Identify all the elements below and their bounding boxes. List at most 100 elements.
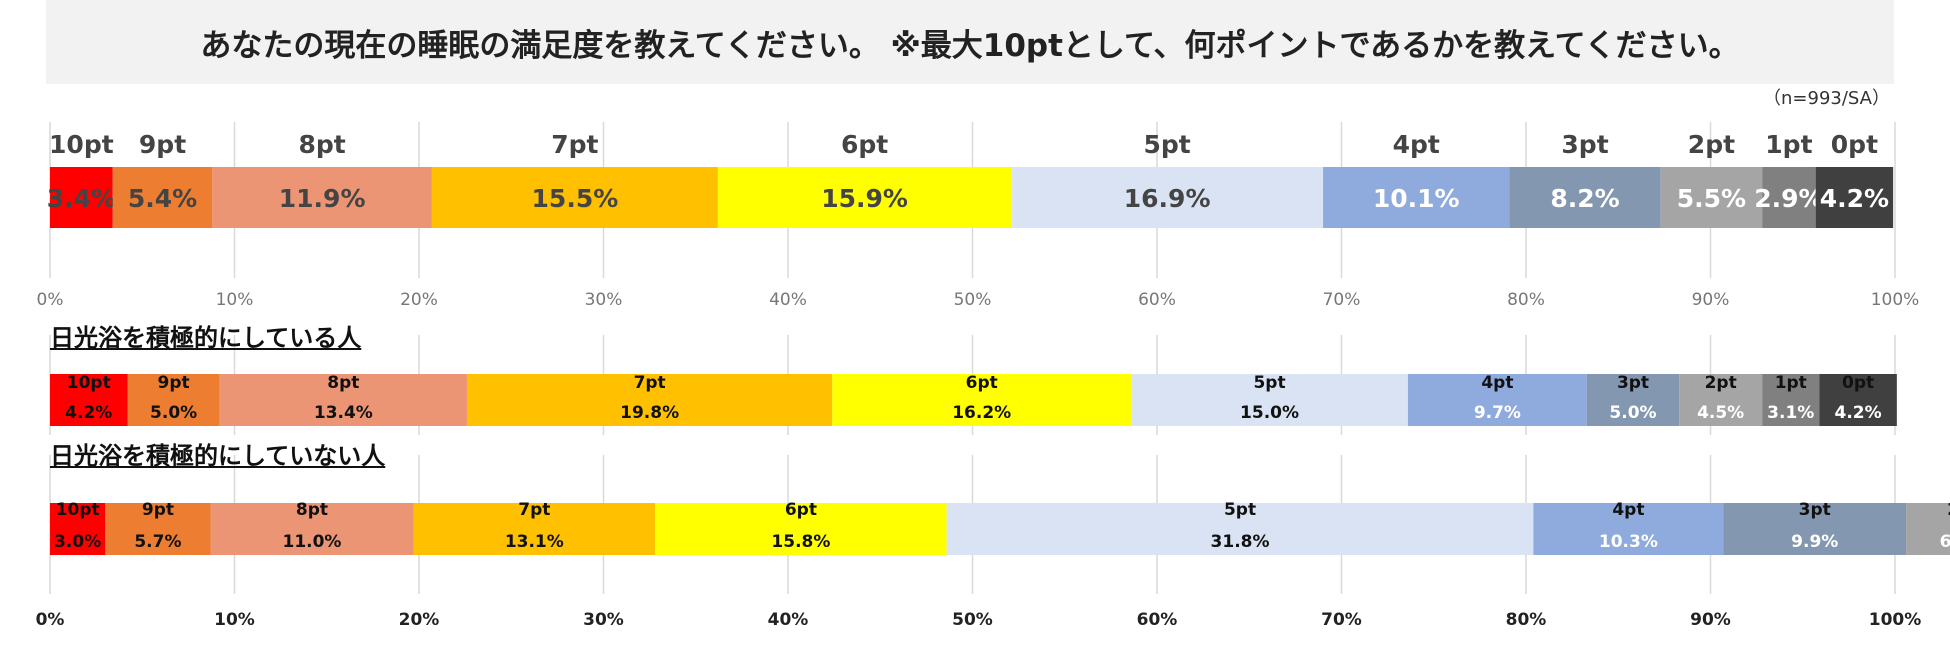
category-label-1pt: 1pt xyxy=(1775,373,1807,393)
x-tick-label: 0% xyxy=(37,290,64,310)
data-label-9pt: 5.7% xyxy=(134,532,181,552)
x-tick-label: 60% xyxy=(1137,610,1178,630)
bar-segment-10pt xyxy=(50,503,106,555)
data-label-8pt: 13.4% xyxy=(314,403,373,423)
x-tick-label: 60% xyxy=(1138,290,1176,310)
data-label-6pt: 16.2% xyxy=(952,403,1011,423)
category-label-6pt: 6pt xyxy=(841,130,888,159)
x-tick-label: 80% xyxy=(1507,290,1545,310)
category-label-9pt: 9pt xyxy=(139,130,186,159)
category-label-1pt: 1pt xyxy=(1765,130,1812,159)
category-label-10pt: 10pt xyxy=(67,373,111,393)
x-tick-label: 90% xyxy=(1692,290,1730,310)
category-label-10pt: 10pt xyxy=(56,500,100,520)
bar-segment-2pt xyxy=(1679,374,1763,426)
x-tick-label: 50% xyxy=(954,290,992,310)
x-tick-label: 20% xyxy=(399,610,440,630)
bar-segment-4pt xyxy=(1323,167,1510,228)
bar-segment-3pt xyxy=(1586,374,1680,426)
category-label-10pt: 10pt xyxy=(49,130,114,159)
category-label-9pt: 9pt xyxy=(158,373,190,393)
category-label-5pt: 5pt xyxy=(1224,500,1256,520)
x-tick-label: 20% xyxy=(400,290,438,310)
data-label-4pt: 10.3% xyxy=(1599,532,1658,552)
data-label-2pt: 5.5% xyxy=(1677,184,1746,213)
x-tick-label: 100% xyxy=(1871,290,1920,310)
x-tick-label: 50% xyxy=(952,610,993,630)
bar-segment-1pt xyxy=(1762,374,1820,426)
data-label-3pt: 9.9% xyxy=(1791,532,1838,552)
data-label-9pt: 5.0% xyxy=(150,403,197,423)
data-label-5pt: 15.0% xyxy=(1240,403,1299,423)
x-tick-label: 70% xyxy=(1323,290,1361,310)
category-label-2pt: 2pt xyxy=(1705,373,1737,393)
category-label-6pt: 6pt xyxy=(966,373,998,393)
data-label-10pt: 3.4% xyxy=(47,184,116,213)
category-label-2pt: 2pt xyxy=(1947,500,1950,520)
x-tick-label: 70% xyxy=(1321,610,1362,630)
data-label-9pt: 5.4% xyxy=(128,184,197,213)
bar-segment-10pt xyxy=(50,167,113,228)
data-label-1pt: 2.9% xyxy=(1754,184,1823,213)
bar-segment-8pt xyxy=(219,374,467,426)
bar-segment-6pt xyxy=(655,503,947,555)
bar-segment-4pt xyxy=(1533,503,1724,555)
data-label-7pt: 13.1% xyxy=(505,532,564,552)
category-label-4pt: 4pt xyxy=(1612,500,1644,520)
data-label-5pt: 31.8% xyxy=(1211,532,1270,552)
category-label-8pt: 8pt xyxy=(296,500,328,520)
category-label-5pt: 5pt xyxy=(1144,130,1191,159)
data-label-0pt: 4.2% xyxy=(1835,403,1882,423)
bar-segment-7pt xyxy=(431,167,718,228)
bar-segment-2pt xyxy=(1906,503,1950,555)
bar-segment-2pt xyxy=(1660,167,1763,228)
category-label-8pt: 8pt xyxy=(299,130,346,159)
bar-segment-5pt xyxy=(1131,374,1408,426)
title-band: あなたの現在の睡眠の満足度を教えてください。 ※最大10ptとして、何ポイントで… xyxy=(46,0,1894,84)
chart-title: あなたの現在の睡眠の満足度を教えてください。 ※最大10ptとして、何ポイントで… xyxy=(200,27,1740,64)
data-label-10pt: 4.2% xyxy=(65,403,112,423)
data-label-3pt: 5.0% xyxy=(1609,403,1656,423)
category-label-7pt: 7pt xyxy=(518,500,550,520)
bar-segment-4pt xyxy=(1407,374,1587,426)
data-label-3pt: 8.2% xyxy=(1550,184,1619,213)
data-label-1pt: 3.1% xyxy=(1767,403,1814,423)
bar-segment-6pt xyxy=(832,374,1132,426)
category-label-7pt: 7pt xyxy=(634,373,666,393)
data-label-6pt: 15.9% xyxy=(821,184,908,213)
data-label-5pt: 16.9% xyxy=(1124,184,1211,213)
bar-segment-8pt xyxy=(210,503,414,555)
x-tick-label: 100% xyxy=(1869,610,1922,630)
category-label-3pt: 3pt xyxy=(1561,130,1608,159)
subtitle-inactive-sunbathing: 日光浴を積極的にしていない人 xyxy=(50,442,386,470)
x-tick-label: 10% xyxy=(216,290,254,310)
category-label-7pt: 7pt xyxy=(551,130,598,159)
bar-segment-8pt xyxy=(212,167,432,228)
bar-segment-0pt xyxy=(1819,374,1897,426)
data-label-4pt: 9.7% xyxy=(1474,403,1521,423)
sample-size-note: （n=993/SA） xyxy=(1763,88,1890,109)
data-label-6pt: 15.8% xyxy=(771,532,830,552)
category-label-0pt: 0pt xyxy=(1831,130,1878,159)
category-label-3pt: 3pt xyxy=(1617,373,1649,393)
x-tick-label: 30% xyxy=(585,290,623,310)
x-tick-label: 40% xyxy=(769,290,807,310)
x-tick-label: 80% xyxy=(1506,610,1547,630)
bar-segment-10pt xyxy=(50,374,128,426)
x-tick-label: 10% xyxy=(214,610,255,630)
x-tick-label: 0% xyxy=(36,610,65,630)
data-label-7pt: 19.8% xyxy=(620,403,679,423)
bar-segment-5pt xyxy=(946,503,1534,555)
category-label-8pt: 8pt xyxy=(327,373,359,393)
bar-segment-5pt xyxy=(1011,167,1324,228)
bar-segment-3pt xyxy=(1723,503,1907,555)
bar-segment-9pt xyxy=(105,503,211,555)
bar-segment-0pt xyxy=(1815,167,1894,228)
category-label-2pt: 2pt xyxy=(1688,130,1735,159)
data-label-10pt: 3.0% xyxy=(54,532,101,552)
category-label-6pt: 6pt xyxy=(785,500,817,520)
category-label-0pt: 0pt xyxy=(1842,373,1874,393)
category-label-9pt: 9pt xyxy=(142,500,174,520)
bar-segment-9pt xyxy=(112,167,213,228)
